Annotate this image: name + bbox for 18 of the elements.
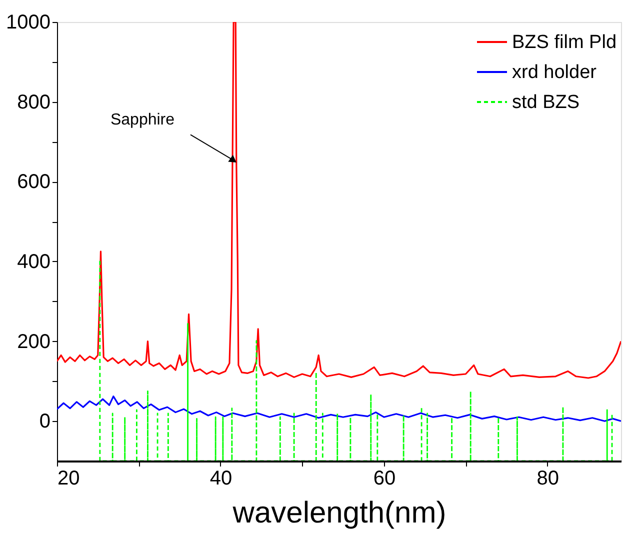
annotation: Sapphire (110, 112, 175, 129)
y-tick-label: 400 (17, 250, 50, 273)
x-tick-label: 80 (536, 468, 560, 490)
y-tick-label: 0 (39, 410, 50, 433)
line-series (57, 22, 621, 379)
x-tick-label: 60 (373, 468, 396, 490)
y-tick-label: 800 (17, 91, 50, 114)
x-axis-title: wavelength(nm) (232, 496, 446, 530)
legend-label: std BZS (512, 92, 580, 113)
x-tick-label: 40 (210, 468, 232, 490)
line-series (57, 396, 621, 422)
legend-label: BZS film Pld (512, 32, 617, 53)
line-series (99, 258, 613, 461)
legend-label: xrd holder (512, 62, 598, 83)
y-tick-label: 600 (17, 171, 50, 194)
y-tick-label: 200 (17, 330, 50, 353)
x-tick-label: 20 (58, 468, 80, 490)
y-tick-label: 1000 (6, 12, 50, 34)
